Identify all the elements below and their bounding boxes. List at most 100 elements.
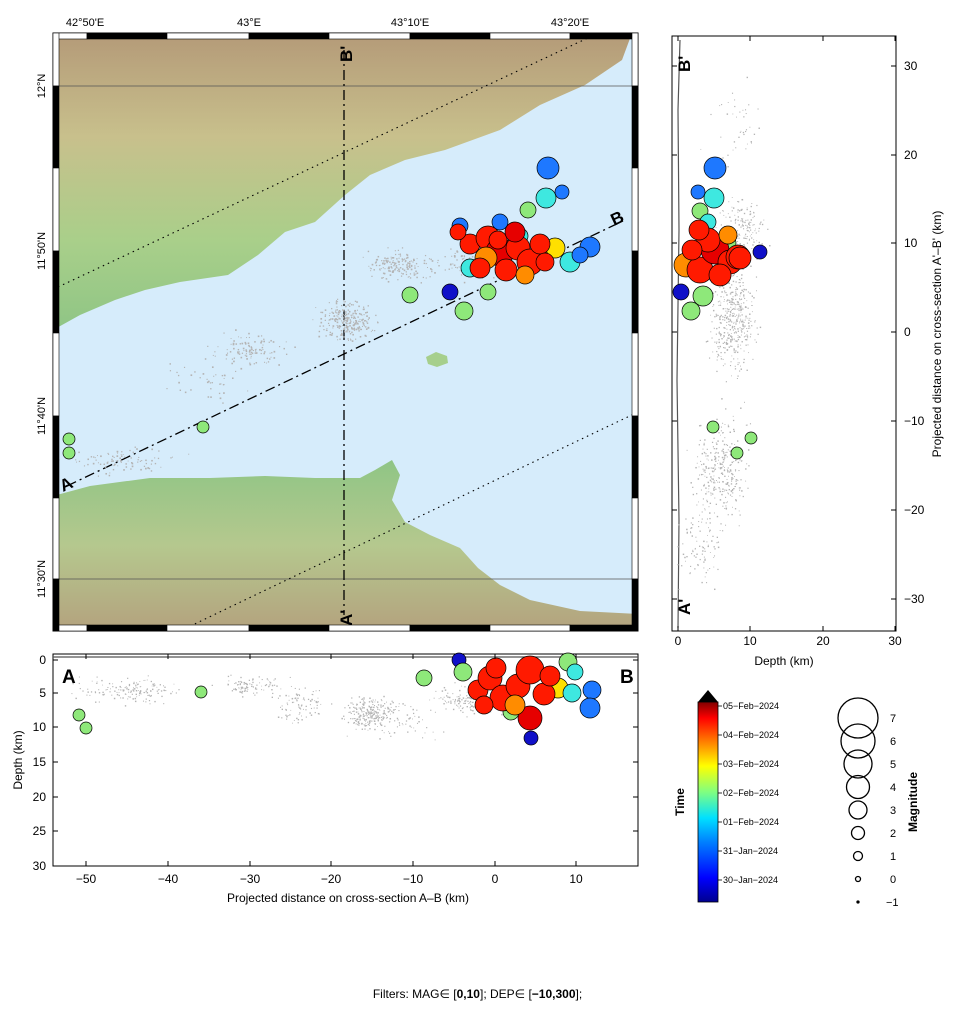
background-quake-dot <box>747 307 749 309</box>
background-quake-dot <box>294 687 296 690</box>
background-quake-dot <box>712 292 715 295</box>
background-quake-dot <box>730 337 732 338</box>
background-quake-dot <box>244 343 247 345</box>
background-quake-dot <box>378 709 380 710</box>
background-quake-dot <box>406 254 409 257</box>
apbp-axes <box>672 36 896 631</box>
background-quake-dot <box>235 682 237 684</box>
background-quake-dot <box>336 306 338 308</box>
background-quake-dot <box>756 258 758 260</box>
background-quake-dot <box>394 269 396 271</box>
background-quake-dot <box>727 310 729 312</box>
background-quake-dot <box>700 148 702 150</box>
background-quake-dot <box>210 388 212 390</box>
background-quake-dot <box>701 464 703 466</box>
background-quake-dot <box>717 541 720 543</box>
background-quake-dot <box>728 320 730 323</box>
background-quake-dot <box>727 514 729 516</box>
earthquake-event <box>504 221 526 243</box>
background-quake-dot <box>740 368 743 370</box>
background-quake-dot <box>743 294 745 296</box>
earthquake-event <box>401 286 419 304</box>
background-quake-dot <box>728 337 730 340</box>
background-quake-dot <box>743 133 745 136</box>
background-quake-dot <box>353 324 356 326</box>
background-quake-dot <box>729 293 732 295</box>
background-quake-dot <box>299 707 301 709</box>
background-quake-dot <box>251 683 253 686</box>
background-quake-dot <box>289 676 291 678</box>
background-quake-dot <box>708 506 710 508</box>
background-quake-dot <box>717 546 720 549</box>
background-quake-dot <box>372 714 374 716</box>
background-quake-dot <box>725 343 727 345</box>
background-quake-dot <box>354 310 356 312</box>
background-quake-dot <box>367 305 369 307</box>
background-quake-dot <box>358 696 361 698</box>
background-quake-dot <box>381 716 382 718</box>
background-quake-dot <box>300 708 302 710</box>
background-quake-dot <box>316 707 318 709</box>
earthquake-event <box>494 258 518 282</box>
background-quake-dot <box>721 337 723 340</box>
background-quake-dot <box>685 560 686 562</box>
background-quake-dot <box>451 267 453 269</box>
background-quake-dot <box>422 719 424 721</box>
background-quake-dot <box>400 275 403 277</box>
background-quake-dot <box>741 307 743 309</box>
background-quake-dot <box>740 348 742 350</box>
background-quake-dot <box>689 572 691 574</box>
background-quake-dot <box>717 459 719 461</box>
background-quake-dot <box>303 697 305 699</box>
background-quake-dot <box>331 318 334 320</box>
background-quake-dot <box>718 355 720 357</box>
background-quake-dot <box>704 509 706 511</box>
background-quake-dot <box>364 334 367 337</box>
background-quake-dot <box>242 690 244 693</box>
background-quake-dot <box>744 109 747 111</box>
background-quake-dot <box>208 380 210 383</box>
background-quake-dot <box>428 258 431 260</box>
background-quake-dot <box>367 319 369 321</box>
background-quake-dot <box>425 262 427 265</box>
background-quake-dot <box>406 714 409 716</box>
background-quake-dot <box>354 720 357 722</box>
background-quake-dot <box>250 346 253 349</box>
background-quake-dot <box>420 282 422 284</box>
background-quake-dot <box>746 207 748 209</box>
background-quake-dot <box>134 446 136 448</box>
background-quake-dot <box>371 708 373 710</box>
background-quake-dot <box>301 719 303 721</box>
background-quake-dot <box>317 701 319 703</box>
background-quake-dot <box>327 322 330 325</box>
background-quake-dot <box>720 523 722 525</box>
background-quake-dot <box>731 291 733 293</box>
background-quake-dot <box>415 270 417 273</box>
background-quake-dot <box>704 550 706 552</box>
background-quake-dot <box>298 694 300 696</box>
background-quake-dot <box>718 467 720 469</box>
background-quake-dot <box>248 344 250 347</box>
background-quake-dot <box>294 346 296 349</box>
background-quake-dot <box>750 265 752 268</box>
background-quake-dot <box>746 369 748 371</box>
background-quake-dot <box>465 698 467 700</box>
background-quake-dot <box>412 708 414 711</box>
background-quake-dot <box>712 467 715 470</box>
background-quake-dot <box>340 330 343 332</box>
background-quake-dot <box>729 365 732 367</box>
background-quake-dot <box>380 705 382 707</box>
background-quake-dot <box>362 717 364 719</box>
background-quake-dot <box>350 702 352 704</box>
background-quake-dot <box>749 226 751 229</box>
background-quake-dot <box>705 341 708 343</box>
background-quake-dot <box>113 464 115 467</box>
background-quake-dot <box>378 717 380 719</box>
background-quake-dot <box>708 488 710 490</box>
frame-segment <box>631 85 639 169</box>
background-quake-dot <box>388 732 391 734</box>
background-quake-dot <box>745 317 747 319</box>
background-quake-dot <box>717 315 719 316</box>
background-quake-dot <box>151 694 152 696</box>
background-quake-dot <box>75 459 77 461</box>
